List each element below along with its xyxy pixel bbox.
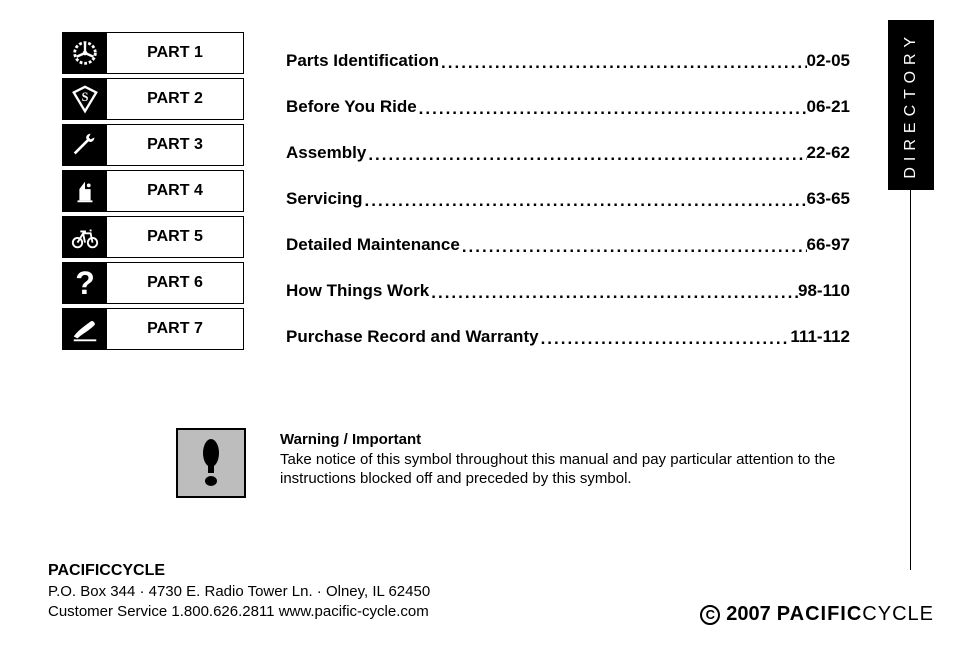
page-root: DIRECTORY PART 1 S PART 2 PART 3 — [0, 0, 954, 656]
toc-leader-dots — [429, 283, 798, 303]
part-label: PART 6 — [107, 263, 243, 303]
toc-leader-dots — [460, 237, 807, 257]
table-of-contents: Parts Identification 02-05 Before You Ri… — [286, 38, 850, 360]
warning-body: Take notice of this symbol throughout th… — [280, 450, 856, 489]
footer-company-block: PACIFICCYCLE P.O. Box 344 · 4730 E. Radi… — [48, 560, 430, 622]
toc-entry: How Things Work 98-110 — [286, 268, 850, 314]
part-row: ? PART 6 — [62, 262, 244, 304]
brand-bold: PACIFIC — [777, 603, 863, 626]
toc-leader-dots — [417, 99, 807, 119]
directory-tab: DIRECTORY — [888, 20, 934, 190]
part-row: PART 5 — [62, 216, 244, 258]
toc-pages: 66-97 — [807, 235, 850, 255]
toc-pages: 98-110 — [798, 281, 850, 301]
toc-pages: 06-21 — [807, 97, 850, 117]
shield-icon: S — [63, 79, 107, 119]
toc-pages: 02-05 — [807, 51, 850, 71]
company-address: P.O. Box 344 · 4730 E. Radio Tower Ln. ·… — [48, 582, 430, 602]
svg-text:S: S — [82, 90, 89, 104]
question-icon: ? — [63, 263, 107, 303]
toc-title: Servicing — [286, 189, 363, 209]
toc-entry: Parts Identification 02-05 — [286, 38, 850, 84]
toc-leader-dots — [363, 191, 807, 211]
toc-title: How Things Work — [286, 281, 429, 301]
vertical-rule — [910, 190, 911, 570]
warning-text: Warning / Important Take notice of this … — [280, 428, 856, 489]
part-label: PART 1 — [107, 33, 243, 73]
writing-hand-icon — [63, 309, 107, 349]
part-row: PART 4 — [62, 170, 244, 212]
gear-icon — [63, 33, 107, 73]
toc-leader-dots — [439, 53, 806, 73]
copyright-year: 2007 — [726, 603, 771, 626]
part-label: PART 3 — [107, 125, 243, 165]
footer-copyright: C 2007 PACIFICCYCLE — [700, 603, 934, 626]
oilcan-icon — [63, 171, 107, 211]
warning-title: Warning / Important — [280, 430, 856, 450]
part-row: PART 3 — [62, 124, 244, 166]
toc-title: Detailed Maintenance — [286, 235, 460, 255]
toc-pages: 63-65 — [807, 189, 850, 209]
exclamation-icon — [176, 428, 246, 498]
part-row: PART 1 — [62, 32, 244, 74]
part-label: PART 5 — [107, 217, 243, 257]
part-row: S PART 2 — [62, 78, 244, 120]
toc-entry: Servicing 63-65 — [286, 176, 850, 222]
bike-icon — [63, 217, 107, 257]
directory-tab-label: DIRECTORY — [902, 31, 920, 179]
toc-leader-dots — [366, 145, 806, 165]
copyright-icon: C — [700, 605, 720, 625]
toc-pages: 22-62 — [807, 143, 850, 163]
warning-block: Warning / Important Take notice of this … — [176, 428, 856, 498]
toc-title: Assembly — [286, 143, 366, 163]
part-label: PART 4 — [107, 171, 243, 211]
toc-title: Parts Identification — [286, 51, 439, 71]
part-row: PART 7 — [62, 308, 244, 350]
toc-entry: Detailed Maintenance 66-97 — [286, 222, 850, 268]
company-contact: Customer Service 1.800.626.2811 www.paci… — [48, 602, 430, 622]
toc-entry: Assembly 22-62 — [286, 130, 850, 176]
toc-title: Purchase Record and Warranty — [286, 327, 539, 347]
parts-column: PART 1 S PART 2 PART 3 PART 4 PART 5 — [62, 32, 244, 354]
wrench-icon — [63, 125, 107, 165]
toc-title: Before You Ride — [286, 97, 417, 117]
toc-entry: Before You Ride 06-21 — [286, 84, 850, 130]
toc-leader-dots — [539, 329, 791, 349]
part-label: PART 2 — [107, 79, 243, 119]
part-label: PART 7 — [107, 309, 243, 349]
company-name: PACIFICCYCLE — [48, 560, 430, 582]
toc-pages: 111-112 — [790, 327, 850, 347]
brand-light: CYCLE — [862, 603, 934, 626]
toc-entry: Purchase Record and Warranty 111-112 — [286, 314, 850, 360]
